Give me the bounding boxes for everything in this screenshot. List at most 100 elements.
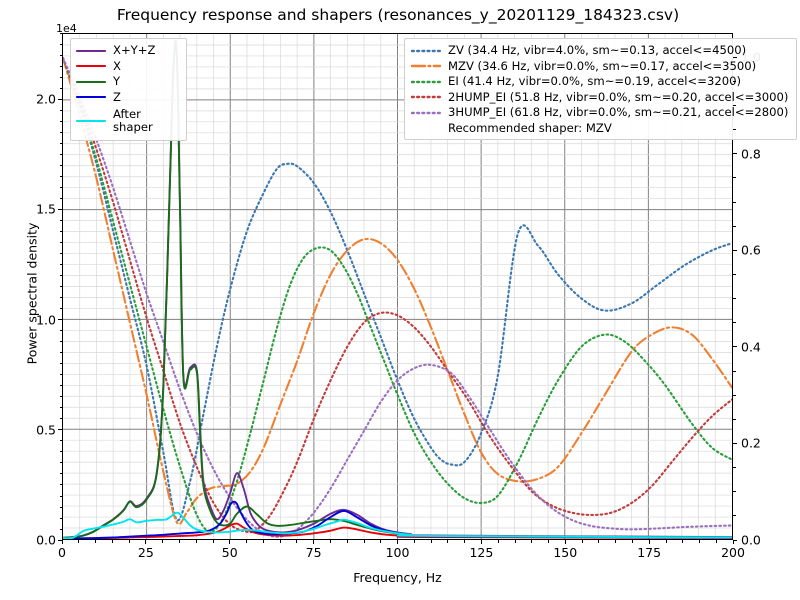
tick-mark <box>59 286 62 287</box>
legend-label: MZV (34.6 Hz, vibr=0.0%, sm~=0.17, accel… <box>448 58 757 73</box>
x-tick-label: 175 <box>637 545 662 560</box>
legend-item-y[interactable]: Y <box>76 74 179 90</box>
recommended-shaper-note: Recommended shaper: MZV <box>448 120 612 135</box>
tick-mark <box>514 540 516 543</box>
y-axis-left-label: Power spectral density <box>24 222 40 365</box>
tick-mark <box>464 540 466 543</box>
x-axis-label: Frequency, Hz <box>353 570 442 585</box>
tick-mark <box>733 515 736 517</box>
tick-mark <box>380 540 382 543</box>
legend-item-after-shaper[interactable]: After shaper <box>76 105 179 136</box>
legend-item-mzv[interactable]: MZV (34.6 Hz, vibr=0.0%, sm~=0.17, accel… <box>411 59 788 75</box>
tick-mark <box>59 396 62 398</box>
legend-label: X <box>113 58 121 73</box>
tick-mark <box>59 175 62 177</box>
y-left-tick-label: 1.5 <box>36 201 56 217</box>
tick-mark <box>346 540 348 543</box>
tick-mark <box>59 54 62 56</box>
legend-label: Y <box>113 74 121 89</box>
tick-mark <box>179 540 180 543</box>
tick-mark <box>733 249 737 251</box>
x-tick-label: 75 <box>305 545 322 560</box>
legend-label: EI (41.4 Hz, vibr=0.0%, sm~=0.19, accel<… <box>448 74 741 89</box>
tick-mark <box>733 418 736 420</box>
tick-mark <box>59 418 62 420</box>
tick-mark <box>59 440 62 442</box>
legend-swatch <box>411 65 441 68</box>
tick-mark <box>564 540 566 544</box>
legend-item-ei[interactable]: EI (41.4 Hz, vibr=0.0%, sm~=0.19, accel<… <box>411 74 788 90</box>
tick-mark <box>733 370 736 372</box>
legend-swatch <box>411 111 441 114</box>
tick-mark <box>59 242 62 243</box>
legend-swatch <box>411 49 441 52</box>
tick-mark <box>648 540 650 544</box>
tick-mark <box>128 540 130 543</box>
legend-swatch <box>411 80 441 83</box>
tick-mark <box>733 442 737 445</box>
legend-psd: X+Y+Z X Y Z After shaper <box>70 38 187 141</box>
tick-mark <box>229 540 231 544</box>
tick-mark <box>59 528 62 530</box>
tick-mark <box>682 540 684 543</box>
tick-mark <box>59 462 62 464</box>
legend-shapers: ZV (34.4 Hz, vibr=4.0%, sm~=0.13, accel<… <box>404 38 798 140</box>
legend-item-x[interactable]: X <box>76 59 179 75</box>
legend-item-zv[interactable]: ZV (34.4 Hz, vibr=4.0%, sm~=0.13, accel<… <box>411 43 788 59</box>
legend-item-2hump_ei[interactable]: 2HUMP_EI (51.8 Hz, vibr=0.0%, sm~=0.20, … <box>411 90 788 106</box>
legend-swatch <box>76 80 106 83</box>
legend-item-x-y-z[interactable]: X+Y+Z <box>76 43 179 59</box>
tick-mark <box>59 451 62 453</box>
tick-mark <box>665 540 667 543</box>
tick-mark <box>195 540 197 543</box>
tick-mark <box>631 540 633 543</box>
legend-label: 2HUMP_EI (51.8 Hz, vibr=0.0%, sm~=0.20, … <box>448 89 789 104</box>
y-right-tick-label: 0.0 <box>741 532 761 548</box>
tick-mark <box>430 540 432 543</box>
tick-mark <box>615 540 617 543</box>
tick-mark <box>59 32 62 34</box>
tick-mark <box>59 164 62 166</box>
tick-mark <box>61 540 63 544</box>
tick-mark <box>59 385 62 387</box>
tick-mark <box>59 87 62 89</box>
tick-mark <box>733 298 736 300</box>
legend-label: Z <box>113 89 121 104</box>
legend-item-z[interactable]: Z <box>76 90 179 106</box>
y-left-tick-label: 0.5 <box>36 422 56 438</box>
tick-mark <box>733 129 736 131</box>
tick-mark <box>715 540 717 543</box>
tick-mark <box>296 540 298 543</box>
tick-mark <box>313 540 315 544</box>
legend-item-3hump_ei[interactable]: 3HUMP_EI (61.8 Hz, vibr=0.0%, sm~=0.21, … <box>411 105 788 121</box>
tick-mark <box>733 153 737 155</box>
tick-mark <box>330 540 331 543</box>
tick-mark <box>733 394 736 396</box>
tick-mark <box>733 105 736 106</box>
tick-mark <box>59 142 62 144</box>
y-right-tick-label: 0.8 <box>741 146 761 162</box>
tick-mark <box>59 197 62 199</box>
tick-mark <box>59 109 62 111</box>
tick-mark <box>59 330 62 332</box>
tick-mark <box>59 65 62 67</box>
tick-mark <box>58 208 62 210</box>
tick-mark <box>733 346 737 348</box>
y-right-tick-label: 0.6 <box>741 242 761 258</box>
tick-mark <box>59 131 62 133</box>
y-left-tick-label: 0.0 <box>36 532 56 548</box>
x-tick-label: 125 <box>469 545 494 560</box>
x-tick-label: 50 <box>221 545 238 560</box>
tick-mark <box>548 540 549 543</box>
y-right-tick-label: 0.4 <box>741 339 761 355</box>
tick-mark <box>59 506 62 508</box>
y-right-tick-label: 0.2 <box>741 435 761 451</box>
tick-mark <box>363 540 365 543</box>
tick-mark <box>59 374 62 376</box>
x-tick-label: 200 <box>721 545 745 560</box>
legend-label: X+Y+Z <box>113 43 156 58</box>
tick-mark <box>262 540 264 543</box>
y-left-tick-label: 2.0 <box>36 91 56 107</box>
legend-label: After shaper <box>113 106 153 134</box>
tick-mark <box>59 407 62 409</box>
